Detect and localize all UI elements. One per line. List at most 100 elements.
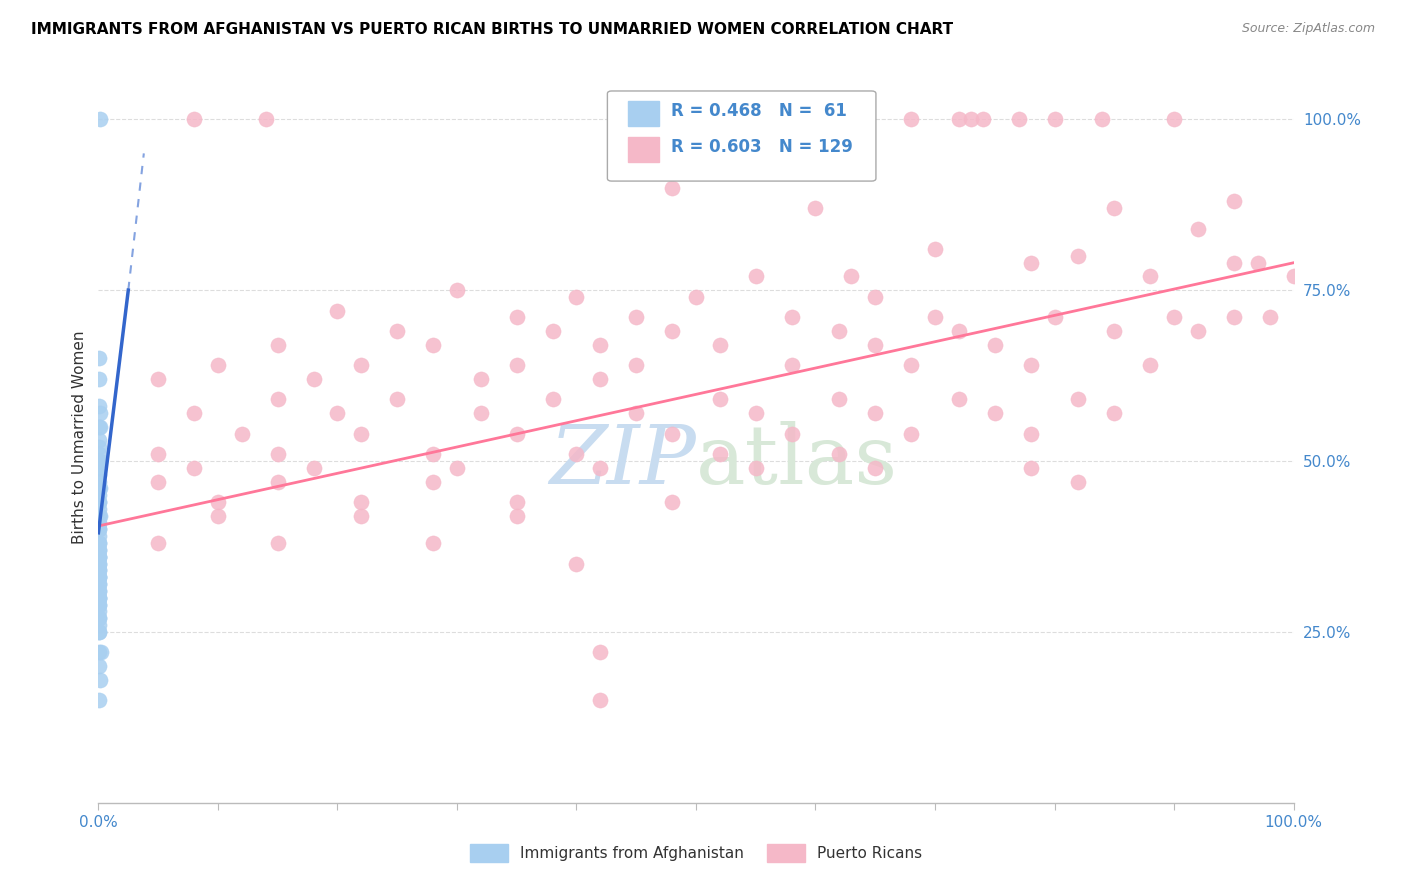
Point	[87, 591, 110, 605]
Point	[1067, 475, 1090, 489]
Point	[87, 508, 110, 523]
Point	[87, 549, 110, 564]
Point	[422, 338, 444, 352]
Point	[89, 434, 111, 448]
Point	[506, 508, 529, 523]
Point	[661, 180, 683, 194]
Point	[745, 269, 768, 284]
Point	[87, 604, 110, 618]
Point	[470, 372, 492, 386]
Point	[828, 324, 851, 338]
Text: R = 0.603   N = 129: R = 0.603 N = 129	[671, 138, 852, 156]
Point	[207, 359, 229, 373]
Point	[87, 495, 110, 509]
Point	[1163, 112, 1185, 127]
Point	[1067, 249, 1090, 263]
Point	[626, 310, 648, 325]
Point	[87, 549, 110, 564]
Point	[1258, 310, 1281, 325]
Point	[87, 577, 110, 591]
Point	[900, 426, 922, 441]
Point	[89, 522, 111, 536]
Point	[948, 112, 970, 127]
Point	[865, 290, 887, 304]
Point	[231, 426, 253, 441]
Point	[89, 583, 111, 598]
Point	[183, 460, 205, 475]
Point	[385, 324, 409, 338]
Point	[948, 392, 970, 407]
Point	[1187, 324, 1209, 338]
Point	[565, 290, 588, 304]
Point	[685, 290, 707, 304]
Point	[1091, 112, 1114, 127]
Point	[87, 583, 110, 598]
Point	[589, 372, 612, 386]
Point	[326, 303, 349, 318]
Point	[1043, 310, 1066, 325]
Point	[865, 406, 887, 420]
Point	[1139, 359, 1161, 373]
Point	[87, 570, 110, 584]
Point	[89, 516, 111, 530]
Point	[506, 495, 529, 509]
Point	[589, 693, 612, 707]
Point	[267, 447, 290, 461]
Point	[87, 611, 110, 625]
Point	[89, 406, 111, 420]
Point	[87, 598, 110, 612]
Point	[1104, 201, 1126, 215]
Point	[89, 611, 111, 625]
Point	[87, 624, 110, 639]
Point	[1008, 112, 1031, 127]
Point	[87, 481, 110, 495]
Point	[841, 269, 863, 284]
Point	[541, 324, 564, 338]
Point	[87, 536, 110, 550]
Point	[780, 359, 803, 373]
Point	[87, 516, 110, 530]
Point	[422, 447, 444, 461]
Point	[87, 440, 110, 454]
Point	[87, 659, 110, 673]
Point	[745, 406, 768, 420]
Point	[804, 201, 827, 215]
Point	[87, 563, 110, 577]
Point	[87, 624, 110, 639]
Point	[422, 475, 444, 489]
Point	[900, 359, 922, 373]
Point	[207, 508, 229, 523]
Point	[89, 475, 111, 489]
Point	[948, 324, 970, 338]
Point	[87, 420, 110, 434]
Y-axis label: Births to Unmarried Women: Births to Unmarried Women	[72, 330, 87, 544]
Point	[589, 338, 612, 352]
Point	[267, 536, 290, 550]
Point	[87, 591, 110, 605]
Point	[148, 372, 170, 386]
Point	[709, 447, 731, 461]
Point	[267, 392, 290, 407]
Point	[1223, 310, 1246, 325]
Point	[89, 529, 111, 543]
Point	[626, 406, 648, 420]
Point	[1104, 406, 1126, 420]
Point	[1019, 426, 1042, 441]
Text: ZIP: ZIP	[550, 421, 696, 501]
Point	[148, 536, 170, 550]
Point	[267, 338, 290, 352]
Point	[87, 570, 110, 584]
Text: R = 0.468   N =  61: R = 0.468 N = 61	[671, 102, 846, 120]
Point	[207, 495, 229, 509]
Point	[1187, 221, 1209, 235]
Point	[1067, 392, 1090, 407]
Point	[254, 112, 277, 127]
Point	[446, 460, 468, 475]
Point	[87, 542, 110, 557]
Point	[900, 112, 922, 127]
Point	[446, 283, 468, 297]
Point	[626, 359, 648, 373]
Point	[148, 475, 170, 489]
Point	[506, 359, 529, 373]
Point	[89, 557, 111, 571]
